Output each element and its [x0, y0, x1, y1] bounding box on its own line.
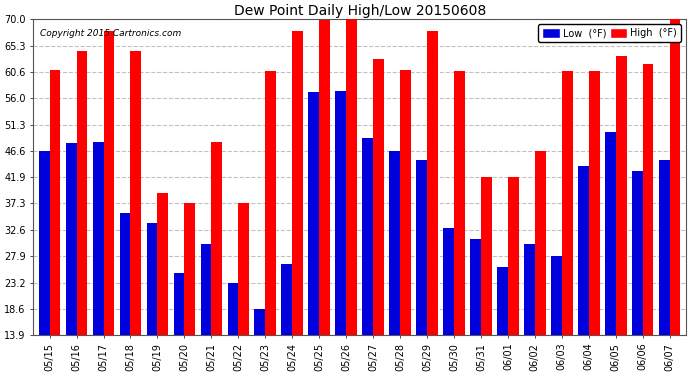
- Bar: [427, 31, 438, 335]
- Bar: [308, 93, 319, 335]
- Bar: [238, 203, 249, 335]
- Bar: [346, 10, 357, 335]
- Bar: [670, 20, 680, 335]
- Bar: [104, 31, 115, 335]
- Bar: [454, 71, 465, 335]
- Bar: [157, 193, 168, 335]
- Bar: [605, 132, 615, 335]
- Bar: [174, 273, 184, 335]
- Bar: [524, 244, 535, 335]
- Legend: Low  (°F), High  (°F): Low (°F), High (°F): [538, 24, 681, 42]
- Bar: [265, 71, 276, 335]
- Bar: [443, 228, 454, 335]
- Bar: [211, 142, 222, 335]
- Bar: [562, 71, 573, 335]
- Bar: [551, 256, 562, 335]
- Bar: [578, 166, 589, 335]
- Bar: [66, 143, 77, 335]
- Bar: [481, 177, 492, 335]
- Bar: [77, 51, 88, 335]
- Bar: [335, 92, 346, 335]
- Bar: [201, 244, 211, 335]
- Bar: [589, 71, 600, 335]
- Bar: [92, 142, 104, 335]
- Bar: [147, 223, 157, 335]
- Bar: [535, 151, 546, 335]
- Bar: [508, 177, 519, 335]
- Bar: [293, 31, 303, 335]
- Bar: [130, 51, 141, 335]
- Bar: [615, 56, 627, 335]
- Bar: [632, 171, 642, 335]
- Bar: [184, 203, 195, 335]
- Bar: [470, 239, 481, 335]
- Bar: [50, 70, 61, 335]
- Title: Dew Point Daily High/Low 20150608: Dew Point Daily High/Low 20150608: [233, 4, 486, 18]
- Bar: [416, 160, 427, 335]
- Bar: [39, 151, 50, 335]
- Bar: [400, 70, 411, 335]
- Text: Copyright 2015 Cartronics.com: Copyright 2015 Cartronics.com: [40, 29, 181, 38]
- Bar: [228, 283, 238, 335]
- Bar: [373, 59, 384, 335]
- Bar: [389, 151, 400, 335]
- Bar: [362, 138, 373, 335]
- Bar: [497, 267, 508, 335]
- Bar: [659, 160, 670, 335]
- Bar: [282, 264, 293, 335]
- Bar: [642, 64, 653, 335]
- Bar: [319, 21, 330, 335]
- Bar: [119, 213, 130, 335]
- Bar: [255, 309, 265, 335]
